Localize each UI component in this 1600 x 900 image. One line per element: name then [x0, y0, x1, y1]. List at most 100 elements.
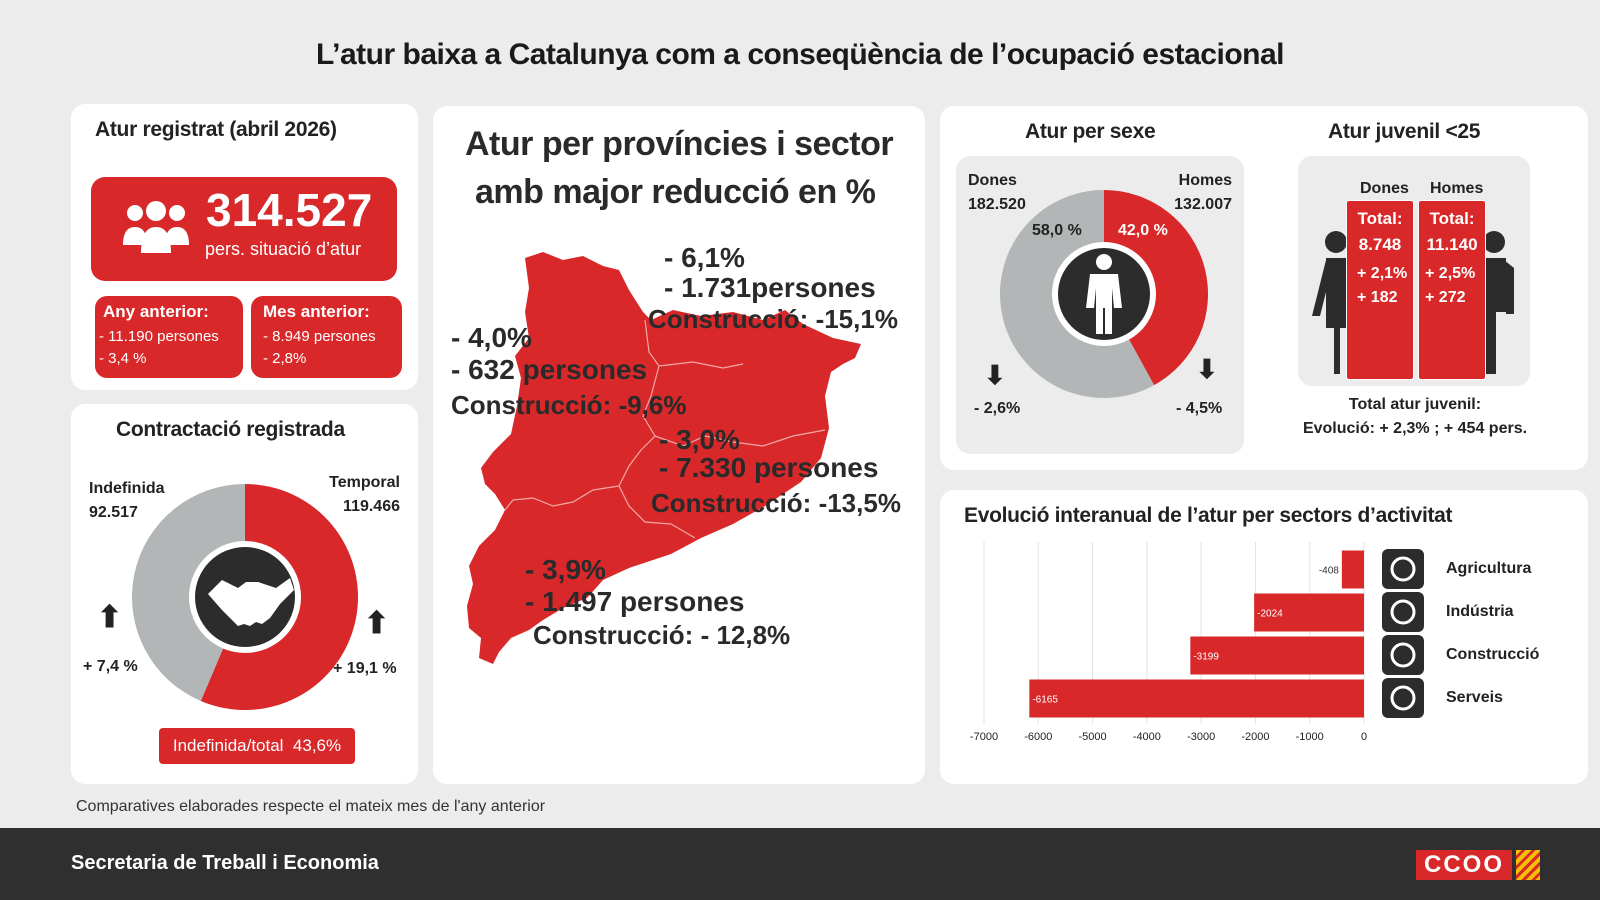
provinces-card: Atur per províncies i sector amb major r… [433, 106, 925, 784]
year-change-people: - 11.190 persones [99, 328, 219, 345]
youth-men-total-label: Total: [1429, 209, 1475, 228]
x-tick-label: -1000 [1296, 731, 1324, 743]
dining-icon [1382, 678, 1424, 718]
youth-women-bar: Total: 8.748 + 2,1% + 182 [1346, 200, 1414, 380]
bar-indústria [1254, 593, 1364, 632]
tarragona-sector: Construcció: - 12,8% [533, 620, 791, 650]
year-change-pct: - 3,4 % [99, 350, 147, 367]
wheat-icon [1382, 549, 1424, 589]
bar-value-label: -3199 [1193, 652, 1219, 663]
sex-donut-chart [1000, 190, 1208, 398]
x-tick-label: -4000 [1133, 731, 1161, 743]
barcelona-sector: Construcció: -13,5% [651, 488, 901, 518]
sex-youth-card: Atur per sexe Dones 182.520 Homes 132.00… [940, 106, 1588, 470]
girona-pct: - 6,1% [664, 242, 745, 273]
x-tick-label: 0 [1361, 731, 1367, 743]
factory-icon [1382, 592, 1424, 632]
provinces-heading-line1: Atur per províncies i sector [465, 125, 894, 163]
girona-people: - 1.731persones [664, 272, 876, 303]
youth-women-label: Dones [1360, 180, 1409, 197]
catalonia-shape [467, 252, 861, 664]
youth-men-pct: + 2,5% [1425, 265, 1476, 282]
year-change-box: Any anterior: - 11.190 persones - 3,4 % [95, 296, 243, 378]
month-change-pct: - 2,8% [263, 350, 307, 367]
sex-women-label: Dones [968, 172, 1017, 189]
indefinite-value: 92.517 [89, 504, 138, 521]
youth-women-pct: + 2,1% [1357, 265, 1408, 282]
youth-total-evolution: Evolució: + 2,3% ; + 454 pers. [1302, 420, 1528, 437]
tarragona-people: - 1.497 persones [525, 586, 745, 617]
provinces-heading-line2: amb major reducció en % [475, 173, 876, 211]
sex-women-down-arrow: ⬇ [984, 360, 1006, 390]
sex-men-value: 132.007 [1174, 196, 1232, 213]
x-tick-label: -7000 [970, 731, 998, 743]
worker-icon-glyph [1390, 642, 1416, 668]
woman-silhouette-icon [1312, 231, 1347, 374]
lleida-people: - 632 persones [451, 354, 648, 385]
sex-women-change: - 2,6% [974, 400, 1021, 417]
senyera-icon [1516, 850, 1540, 880]
sex-men-down-arrow: ⬇ [1196, 354, 1218, 384]
footer-org: Secretaria de Treball i Economia [71, 852, 379, 874]
month-change-label: Mes anterior: [263, 302, 370, 321]
indefinite-share-arc [131, 484, 245, 701]
bar-agricultura [1341, 550, 1364, 589]
hiring-card: Contractació registrada Indefinida 92.51… [71, 404, 418, 784]
man-silhouette-icon [1484, 231, 1514, 374]
factory-icon-glyph [1390, 599, 1416, 625]
temporary-up-arrow: ⬆ [364, 607, 390, 640]
catalonia-map [467, 252, 861, 664]
lleida-sector: Construcció: -9,6% [451, 390, 687, 420]
sex-men-change: - 4,5% [1176, 400, 1223, 417]
x-tick-label: -2000 [1241, 731, 1269, 743]
handshake-icon [208, 578, 294, 626]
indefinite-ratio-badge: Indefinida/total 43,6% [159, 728, 355, 764]
category-label-construcció: Construcció [1446, 646, 1540, 663]
page-title: L’atur baixa a Catalunya com a conseqüèn… [315, 38, 1285, 71]
sex-men-pct: 42,0 % [1118, 222, 1168, 239]
worker-icon [1382, 635, 1424, 675]
year-change-label: Any anterior: [103, 302, 209, 321]
youth-men-total: 11.140 [1426, 235, 1478, 254]
youth-women-total-label: Total: [1357, 209, 1403, 228]
sex-women-pct: 58,0 % [1032, 222, 1082, 239]
people-icon [123, 201, 189, 253]
bar-value-label: -408 [1319, 566, 1339, 577]
indefinite-change: + 7,4 % [83, 658, 138, 675]
girona-sector: Construcció: -15,1% [648, 304, 898, 334]
youth-heading: Atur juvenil <25 [1328, 120, 1481, 143]
bar-value-label: -2024 [1257, 609, 1283, 620]
province-borders [504, 319, 826, 539]
hiring-heading: Contractació registrada [116, 418, 345, 441]
sex-men-label: Homes [1178, 172, 1232, 189]
bar-construcció [1190, 636, 1364, 675]
tarragona-pct: - 3,9% [525, 554, 606, 585]
sex-heading: Atur per sexe [1025, 120, 1156, 143]
lleida-pct: - 4,0% [451, 322, 532, 353]
person-icon [1086, 254, 1122, 334]
temporary-change: + 19,1 % [333, 660, 397, 677]
youth-men-bar: Total: 11.140 + 2,5% + 272 [1418, 200, 1486, 380]
temporary-value: 119.466 [343, 498, 400, 515]
ccoo-logo-text: CCOO [1416, 850, 1512, 880]
bar-serveis [1029, 679, 1364, 718]
youth-panel: Dones Homes Total: 8.748 + 2,1% + 182 To… [1298, 156, 1530, 386]
x-tick-label: -6000 [1024, 731, 1052, 743]
total-unemployed-caption: pers. situació d’atur [205, 239, 362, 259]
category-label-agricultura: Agricultura [1446, 560, 1531, 577]
sex-panel: Dones 182.520 Homes 132.007 58,0 % 42,0 … [956, 156, 1244, 454]
category-label-indústria: Indústria [1446, 603, 1514, 620]
indefinite-label: Indefinida [89, 480, 165, 497]
youth-women-abs: + 182 [1357, 289, 1398, 306]
dining-icon-glyph [1390, 685, 1416, 711]
sector-bar-chart: -7000 -6000 -5000 -4000 -3000 -2000 -1000 0 -408… [970, 542, 1540, 743]
sector-chart-card: Evolució interanual de l’atur per sector… [940, 490, 1588, 784]
wheat-icon-glyph [1390, 556, 1416, 582]
month-change-people: - 8.949 persones [263, 328, 376, 345]
barcelona-people: - 7.330 persones [659, 452, 879, 483]
barcelona-pct: - 3,0% [659, 424, 740, 455]
footer-bar: Secretaria de Treball i Economia CCOO [0, 828, 1600, 900]
hiring-donut-chart [131, 484, 358, 710]
month-change-box: Mes anterior: - 8.949 persones - 2,8% [251, 296, 402, 378]
total-unemployed-value: 314.527 [206, 184, 373, 236]
